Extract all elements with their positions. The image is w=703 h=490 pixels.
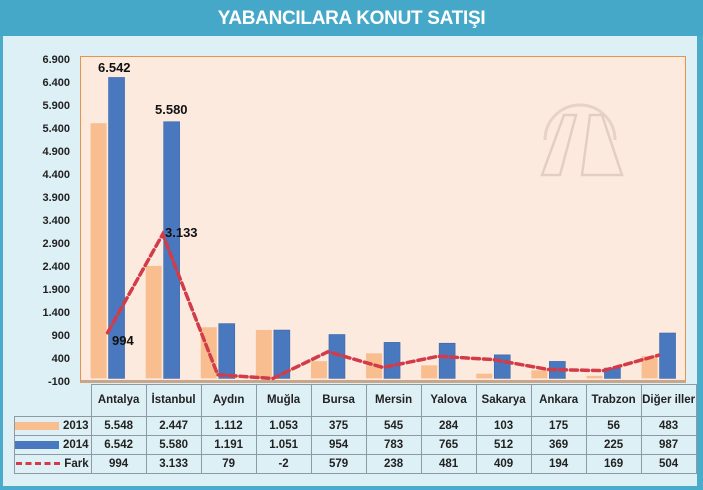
table-cell: 409 <box>475 454 532 474</box>
table-cell: 5.548 <box>90 416 147 436</box>
bar-2014 <box>383 342 401 379</box>
table-cell: 194 <box>530 454 587 474</box>
category-header: Sakarya <box>475 384 532 417</box>
y-tick-label: 4.900 <box>42 146 70 158</box>
category-header: Mersin <box>365 384 422 417</box>
bar-2014 <box>438 342 456 379</box>
table-cell: 1.112 <box>200 416 257 436</box>
table-corner <box>15 385 92 417</box>
y-tick-label: 400 <box>51 353 70 365</box>
bar-2013 <box>476 373 493 379</box>
table-cell: 994 <box>90 454 147 474</box>
table-cell: 375 <box>310 416 367 436</box>
table-cell: 3.133 <box>145 454 202 474</box>
table-cell: 169 <box>585 454 642 474</box>
y-tick-label: 3.400 <box>42 215 70 227</box>
table-cell: 225 <box>585 435 642 455</box>
y-tick-label: 1.400 <box>42 307 70 319</box>
table-row-2014: 2014 6.542 5.580 1.191 1.051 954 783 765 512 369… <box>14 435 697 455</box>
legend-swatch-2013-icon <box>15 421 59 430</box>
bar-2013 <box>310 361 327 379</box>
category-header: Yalova <box>420 384 477 417</box>
y-tick-label: 5.400 <box>42 123 70 135</box>
table-cell: 6.542 <box>90 435 147 455</box>
y-tick-label: 2.400 <box>42 261 70 273</box>
y-tick-label: 4.400 <box>42 169 70 181</box>
legend-2013: 2013 <box>14 416 92 436</box>
bar-2014 <box>273 329 291 379</box>
category-header: Trabzon <box>585 384 642 417</box>
category-header: Bursa <box>310 384 367 417</box>
bar-2013 <box>90 123 107 379</box>
bar-2014 <box>493 354 511 379</box>
table-row-2013: 2013 5.548 2.447 1.112 1.053 375 545 284 103 175… <box>14 416 697 436</box>
table-header-row: Antalya İstanbul Aydın Muğla Bursa Mersin Yalo… <box>15 384 697 417</box>
table-cell: 765 <box>420 435 477 455</box>
table-cell: 512 <box>475 435 532 455</box>
table-cell: 238 <box>365 454 422 474</box>
table-cell: 504 <box>640 454 697 474</box>
bar-2013 <box>641 356 658 379</box>
table-cell: 545 <box>365 416 422 436</box>
bar-2013 <box>145 265 162 379</box>
bar-2014 <box>108 77 125 379</box>
table-cell: 987 <box>640 435 697 455</box>
chart-title: YABANCILARA KONUT SATIŞI <box>0 0 703 36</box>
bar-2013 <box>255 329 272 379</box>
data-label-antalya-2014: 6.542 <box>98 60 131 75</box>
data-label-istanbul-fark: 3.133 <box>165 225 198 240</box>
table-cell: 56 <box>585 416 642 436</box>
legend-swatch-fark-icon <box>16 462 61 466</box>
table-cell: 1.191 <box>200 435 257 455</box>
bar-2013 <box>531 370 548 379</box>
category-header: Diğer iller <box>640 384 697 417</box>
table-cell: 481 <box>420 454 477 474</box>
legend-fark: Fark <box>14 454 92 474</box>
bar-2013 <box>586 375 603 379</box>
bar-2014 <box>659 332 676 379</box>
data-table: Antalya İstanbul Aydın Muğla Bursa Mersin Yalo… <box>14 384 697 474</box>
bar-2014 <box>218 323 236 379</box>
y-tick-label: 1.900 <box>42 284 70 296</box>
y-tick-label: 6.400 <box>42 77 70 89</box>
table-cell: 1.053 <box>255 416 312 436</box>
data-label-istanbul-2014: 5.580 <box>155 102 188 117</box>
table-cell: 103 <box>475 416 532 436</box>
category-header: Aydın <box>200 384 257 417</box>
fark-line <box>105 230 661 381</box>
y-tick-label: 2.900 <box>42 238 70 250</box>
y-tick-label: 5.900 <box>42 100 70 112</box>
category-header: İstanbul <box>145 384 202 417</box>
legend-2014: 2014 <box>14 435 92 455</box>
plot-area <box>80 56 686 383</box>
table-cell: 369 <box>530 435 587 455</box>
table-cell: 175 <box>530 416 587 436</box>
table-cell: 1.051 <box>255 435 312 455</box>
legend-swatch-2014-icon <box>15 440 59 449</box>
y-tick-label: -100 <box>47 376 70 388</box>
category-header: Muğla <box>255 384 312 417</box>
y-tick-label: 900 <box>51 330 70 342</box>
data-label-antalya-fark: 994 <box>112 333 134 348</box>
bar-2013 <box>421 365 438 379</box>
table-cell: -2 <box>255 454 312 474</box>
category-header: Ankara <box>530 384 587 417</box>
y-tick-label: 6.900 <box>42 54 70 66</box>
y-tick-label: 3.900 <box>42 192 70 204</box>
table-cell: 579 <box>310 454 367 474</box>
aa-logo-watermark-icon <box>540 103 624 177</box>
bar-2014 <box>163 121 180 379</box>
table-cell: 2.447 <box>145 416 202 436</box>
table-row-fark: Fark 994 3.133 79 -2 579 238 481 409 194 169 504 <box>14 454 697 474</box>
table-cell: 483 <box>640 416 697 436</box>
category-header: Antalya <box>90 384 147 417</box>
table-cell: 5.580 <box>145 435 202 455</box>
table-cell: 783 <box>365 435 422 455</box>
table-cell: 284 <box>420 416 477 436</box>
table-cell: 79 <box>200 454 257 474</box>
table-cell: 954 <box>310 435 367 455</box>
